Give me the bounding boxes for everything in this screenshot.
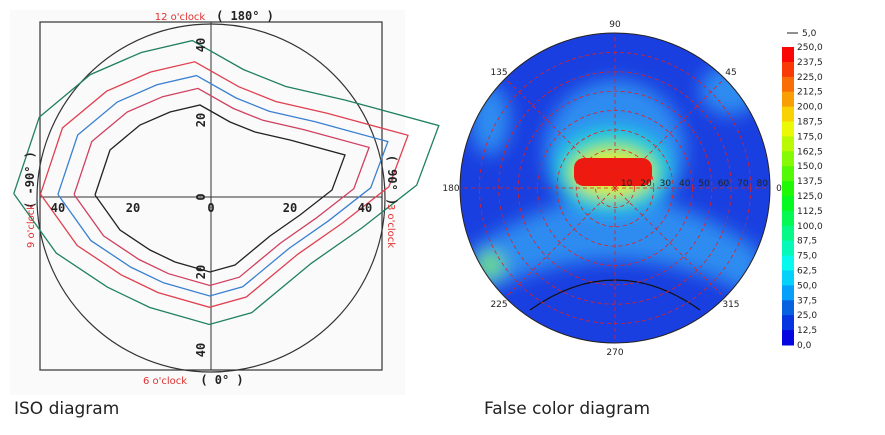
angle-label: 180 (442, 184, 459, 194)
legend-label: 0,0 (797, 341, 812, 351)
right-angle: ( 90° ) (385, 155, 399, 206)
color-step (782, 47, 794, 63)
legend-label: 25,0 (797, 311, 817, 321)
color-step (782, 106, 794, 122)
legend-label: 75,0 (797, 252, 817, 262)
y-tick-label: 0 (194, 193, 208, 200)
x-tick-label: 20 (126, 201, 140, 215)
radius-label: 30 (660, 179, 672, 189)
legend-label: 100,0 (797, 222, 823, 232)
legend-label: 200,0 (797, 103, 823, 113)
spoke (614, 78, 725, 189)
paper (10, 10, 405, 395)
color-step (782, 151, 794, 167)
x-tick-label: 40 (51, 201, 65, 215)
x-tick-label: 20 (283, 201, 297, 215)
y-tick-label: 20 (194, 265, 208, 279)
colorbar: 250,0 237,5 225,0 212,5 200,0 187,5 175,0 162,5… (782, 43, 823, 351)
legend-label: 187,5 (797, 118, 823, 128)
legend-title: 5,0 (802, 29, 817, 39)
color-step (782, 181, 794, 197)
angle-label: 45 (725, 68, 736, 78)
color-step (782, 315, 794, 331)
radius-label: 20 (640, 179, 652, 189)
ring (498, 71, 732, 305)
color-step (782, 136, 794, 152)
contour (73, 87, 370, 287)
color-step (782, 61, 794, 78)
spoke (614, 187, 725, 298)
contour (13, 39, 440, 326)
angle-label: 135 (490, 68, 507, 78)
contour (57, 74, 389, 297)
color-step (782, 270, 794, 286)
legend-label: 12,5 (797, 326, 817, 336)
right-label: 3 o'clock (385, 204, 396, 248)
left-label: 9 o'clock (26, 204, 37, 248)
y-tick-label: 20 (194, 113, 208, 127)
contour (94, 104, 346, 273)
color-step (782, 121, 794, 137)
outer-ring (459, 32, 771, 344)
radius-label: 80 (757, 179, 769, 189)
angle-label: 0 (776, 184, 782, 194)
angle-label: 225 (490, 300, 507, 310)
radius-label: 70 (737, 179, 749, 189)
left-angle: ( -90° ) (23, 151, 37, 209)
color-step (782, 255, 794, 271)
angle-label: 270 (606, 348, 623, 358)
angle-label: 90 (609, 20, 621, 30)
legend-label: 225,0 (797, 73, 823, 83)
caption: False color diagram (484, 399, 650, 419)
spoke (505, 78, 616, 189)
contours (13, 39, 440, 326)
x-tick-label: 0 (207, 201, 214, 215)
color-step (782, 91, 794, 108)
color-step (782, 285, 794, 301)
y-tick-label: 40 (194, 38, 208, 52)
color-step (782, 210, 794, 227)
bottom-label: 6 o'clock (143, 376, 187, 387)
color-step (782, 166, 794, 182)
radius-label: 10 (621, 179, 633, 189)
color-step (782, 300, 794, 316)
x-tick-label: 40 (358, 201, 372, 215)
caption: ISO diagram (14, 399, 119, 419)
legend-label: 137,5 (797, 177, 823, 187)
radius-label: 50 (698, 179, 710, 189)
legend-label: 212,5 (797, 88, 823, 98)
legend-label: 175,0 (797, 132, 823, 142)
legend-label: 112,5 (797, 207, 823, 217)
contour (39, 61, 409, 308)
legend-label: 150,0 (797, 162, 823, 172)
top-label: 12 o'clock (155, 12, 206, 23)
color-step (782, 225, 794, 242)
heatmap (460, 33, 770, 343)
spoke (505, 187, 616, 298)
y-tick-label: 40 (194, 343, 208, 357)
legend-label: 62,5 (797, 267, 817, 277)
legend-label: 50,0 (797, 281, 817, 291)
legend-label: 87,5 (797, 237, 817, 247)
ring (517, 90, 713, 286)
iso-diagram: 12 o'clock ( 180° ) 6 o'clock ( 0° ) ( -… (10, 9, 440, 419)
bottom-angle: ( 0° ) (200, 373, 243, 387)
legend-label: 125,0 (797, 192, 823, 202)
legend-label: 250,0 (797, 43, 823, 53)
radius-label: 60 (718, 179, 730, 189)
top-angle: ( 180° ) (216, 9, 274, 23)
color-step (782, 196, 794, 212)
radius-label: 40 (679, 179, 691, 189)
color-step (782, 330, 794, 346)
legend-label: 37,5 (797, 296, 817, 306)
color-step (782, 240, 794, 257)
angle-label: 315 (722, 300, 739, 310)
legend-label: 237,5 (797, 58, 823, 68)
color-step (782, 76, 794, 93)
false-color-diagram: 5,0 250,0237,5225,0212,5200,0187,5175,01… (442, 20, 823, 419)
legend-label: 162,5 (797, 147, 823, 157)
ring (595, 168, 635, 208)
